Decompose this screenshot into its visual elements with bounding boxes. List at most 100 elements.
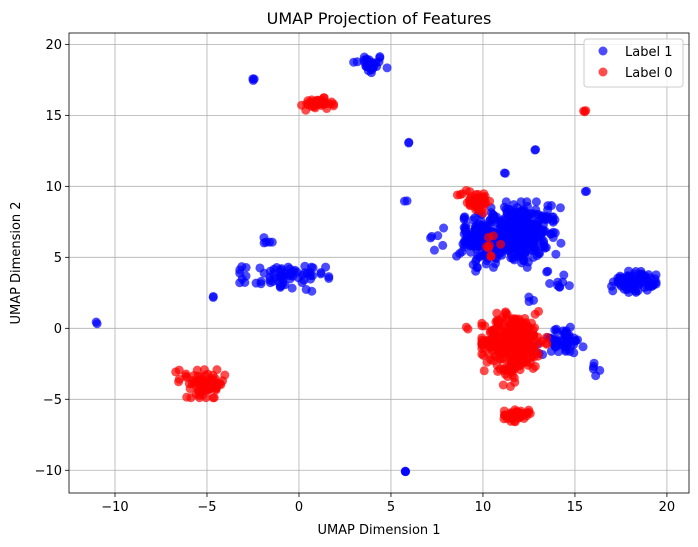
scatter-point (525, 409, 535, 419)
scatter-point (530, 309, 540, 319)
legend-marker-label-1 (598, 46, 608, 56)
scatter-point (438, 240, 448, 250)
y-tick-label: 15 (45, 109, 62, 124)
scatter-point (562, 329, 572, 339)
scatter-point (480, 321, 490, 331)
y-tick-label: 20 (45, 38, 62, 53)
scatter-point (481, 259, 491, 269)
scatter-point (492, 340, 502, 350)
y-tick-label: 5 (54, 251, 62, 266)
x-axis-title: UMAP Dimension 1 (317, 523, 440, 538)
legend-marker-label-0 (598, 67, 608, 77)
scatter-point (303, 96, 313, 106)
scatter-point (522, 262, 532, 272)
x-tick-label: 0 (295, 500, 303, 515)
scatter-point (473, 231, 483, 241)
scatter-point (635, 271, 645, 281)
scatter-point (310, 103, 320, 113)
scatter-point (507, 408, 517, 418)
scatter-point (542, 267, 552, 277)
scatter-point (582, 186, 592, 196)
scatter-point (545, 279, 555, 289)
scatter-point (579, 106, 589, 116)
scatter-point (531, 197, 541, 207)
scatter-point (550, 228, 560, 238)
scatter-point (507, 358, 517, 368)
scatter-point (235, 265, 245, 275)
scatter-point (477, 199, 487, 209)
scatter-point (502, 315, 512, 325)
scatter-point (535, 230, 545, 240)
scatter-point (329, 99, 339, 109)
scatter-point (220, 370, 230, 380)
scatter-point (472, 254, 482, 264)
scatter-point (199, 376, 209, 386)
scatter-point (455, 248, 465, 258)
data-points (91, 52, 661, 477)
scatter-point (521, 338, 531, 348)
scatter-point (508, 370, 518, 380)
scatter-point (265, 272, 275, 282)
scatter-point (479, 366, 489, 376)
scatter-point (516, 234, 526, 244)
scatter-point (524, 323, 534, 333)
scatter-point (514, 244, 524, 254)
scatter-point (524, 292, 534, 302)
scatter-point (475, 242, 485, 252)
scatter-point (613, 273, 623, 283)
scatter-point (382, 63, 392, 73)
scatter-point (563, 338, 573, 348)
scatter-point (651, 279, 661, 289)
scatter-point (505, 324, 515, 334)
x-tick-label: 15 (567, 500, 584, 515)
scatter-point (276, 281, 286, 291)
y-tick-label: −5 (43, 393, 62, 408)
scatter-point (483, 243, 493, 253)
scatter-point (483, 232, 493, 242)
scatter-point (515, 410, 525, 420)
grid-lines (69, 33, 689, 493)
scatter-point (471, 266, 481, 276)
scatter-point (364, 55, 374, 65)
x-tick-label: 10 (475, 500, 492, 515)
scatter-point (507, 217, 517, 227)
scatter-point (316, 268, 326, 278)
scatter-point (496, 239, 506, 249)
scatter-point (194, 390, 204, 400)
legend-frame (583, 38, 684, 88)
scatter-point (588, 364, 598, 374)
scatter-point (427, 231, 437, 241)
scatter-point (550, 325, 560, 335)
scatter-point (571, 336, 581, 346)
scatter-point (320, 99, 330, 109)
scatter-point (517, 351, 527, 361)
scatter-point (624, 287, 634, 297)
y-tick-label: 0 (54, 322, 62, 337)
series-label-0 (171, 93, 591, 427)
scatter-point (537, 213, 547, 223)
scatter-point (529, 236, 539, 246)
scatter-point (493, 318, 503, 328)
scatter-point (498, 380, 508, 390)
scatter-point (287, 283, 297, 293)
scatter-point (286, 269, 296, 279)
scatter-point (439, 223, 449, 233)
scatter-point (464, 196, 474, 206)
scatter-point (208, 292, 218, 302)
scatter-point (503, 245, 513, 255)
x-tick-label: 20 (659, 500, 676, 515)
y-axis-title: UMAP Dimension 2 (9, 201, 24, 324)
scatter-point (479, 343, 489, 353)
scatter-point (307, 286, 317, 296)
x-tick-label: −10 (101, 500, 128, 515)
scatter-point (181, 371, 191, 381)
scatter-point (248, 75, 258, 85)
scatter-point (461, 322, 471, 332)
scatter-point (499, 168, 509, 178)
chart-title: UMAP Projection of Features (267, 9, 492, 28)
y-tick-label: 10 (45, 180, 62, 195)
scatter-point (400, 467, 410, 477)
scatter-point (208, 370, 218, 380)
scatter-point (208, 380, 218, 390)
